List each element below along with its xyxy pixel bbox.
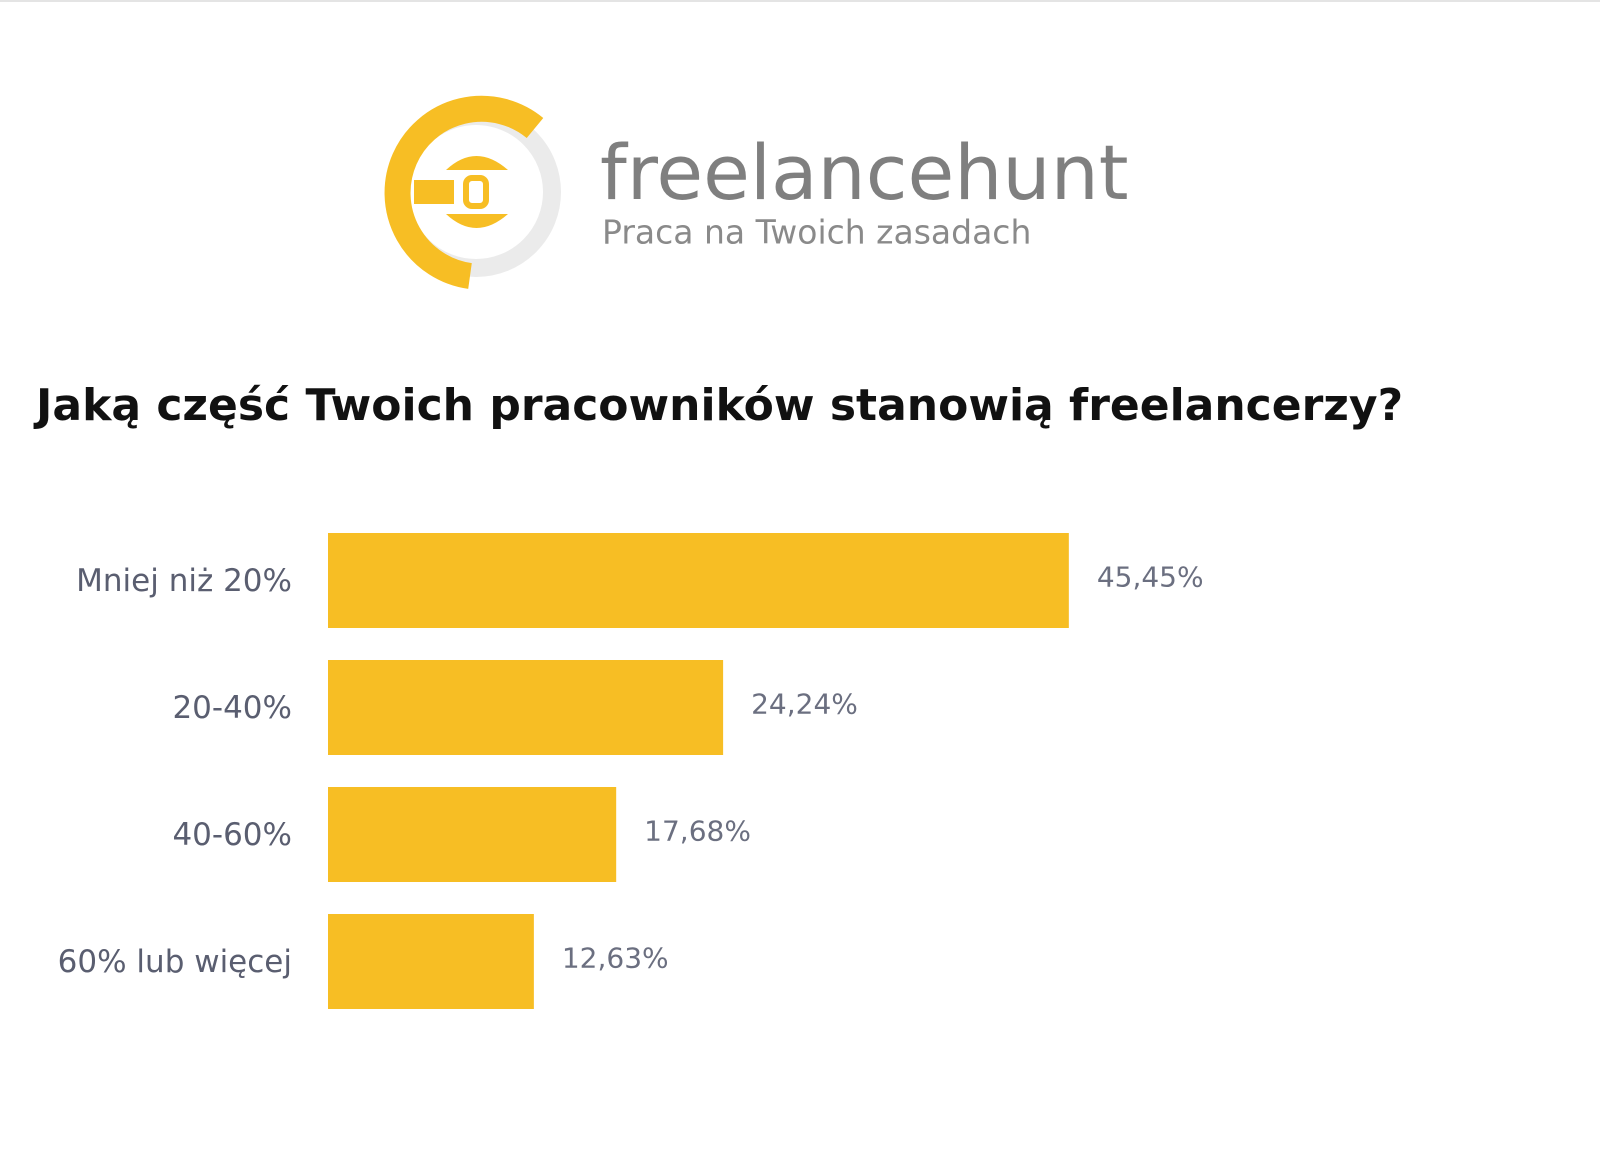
value-label: 45,45% bbox=[1097, 561, 1204, 594]
chart-title: Jaką część Twoich pracowników stanowią f… bbox=[33, 380, 1403, 431]
category-label: Mniej niż 20% bbox=[76, 563, 292, 599]
category-label: 40-60% bbox=[172, 817, 292, 853]
logo-arc bbox=[384, 95, 544, 289]
logo-bar bbox=[414, 180, 454, 204]
category-label: 20-40% bbox=[172, 690, 292, 726]
logo-mark bbox=[384, 95, 561, 289]
bar bbox=[328, 533, 1069, 628]
logo-name: freelancehunt bbox=[600, 128, 1129, 217]
logo-tagline: Praca na Twoich zasadach bbox=[602, 213, 1031, 252]
bar bbox=[328, 914, 534, 1009]
bar bbox=[328, 787, 617, 882]
logo-bottom bbox=[446, 214, 508, 228]
logo-top bbox=[446, 156, 508, 170]
category-label: 60% lub więcej bbox=[58, 944, 292, 980]
value-label: 17,68% bbox=[644, 815, 751, 848]
logo-core bbox=[463, 175, 489, 209]
bar bbox=[328, 660, 724, 755]
value-label: 24,24% bbox=[751, 688, 858, 721]
value-label: 12,63% bbox=[562, 942, 669, 975]
